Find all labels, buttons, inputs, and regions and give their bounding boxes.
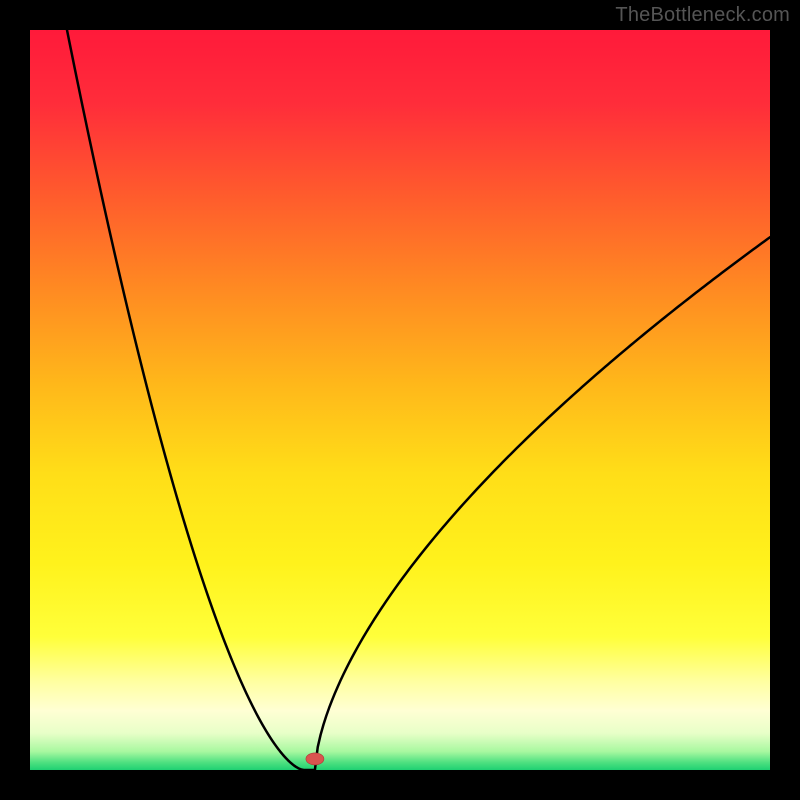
bottleneck-chart — [0, 0, 800, 800]
watermark-text: TheBottleneck.com — [615, 4, 790, 27]
chart-background — [30, 30, 770, 770]
optimal-marker — [306, 753, 324, 765]
chart-container: TheBottleneck.com — [0, 0, 800, 800]
